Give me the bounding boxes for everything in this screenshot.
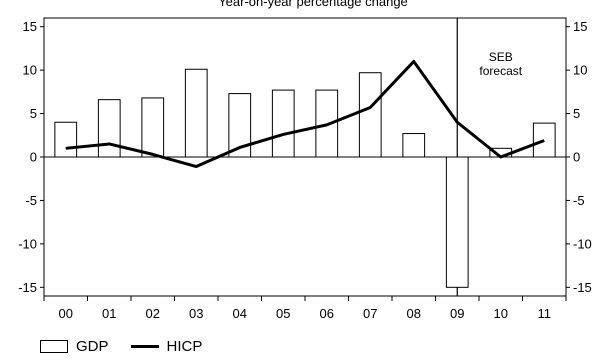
x-tick-label: 07 [363,306,377,321]
hicp-line [65,59,545,169]
legend-item-hicp: HICP [130,338,203,355]
y-tick-label-left: 15 [23,19,37,34]
chart-title: Year-on-year percentage change [218,0,408,9]
gdp-bar [532,122,556,158]
y-tick-label-left: 10 [23,63,37,78]
y-tick-label-right: 15 [573,19,587,34]
gdp-swatch [40,340,68,353]
y-tick-label-left: -10 [18,236,37,251]
forecast-annotation-line-1: SEB [489,50,513,64]
y-tick-label-right: -10 [573,236,592,251]
y-tick-label-right: 0 [573,150,580,165]
gdp-bar [97,99,121,158]
x-tick-label: 06 [320,306,334,321]
gdp-bar [271,89,295,158]
legend-item-gdp: GDP [40,338,109,355]
gdp-bar [141,97,165,158]
y-tick-label-right: -5 [573,193,585,208]
gdp-bar [54,121,78,158]
gdp-bar [228,93,252,158]
gdp-bar [445,156,469,288]
y-tick-label-right: 5 [573,106,580,121]
gdp-bar [358,72,382,158]
gdp-bar [184,68,208,158]
legend-label-hicp: HICP [166,338,203,355]
y-tick-label-left: -15 [18,280,37,295]
x-tick-label: 09 [450,306,464,321]
legend: GDP HICP [40,338,224,355]
x-tick-label: 08 [407,306,421,321]
forecast-annotation-line-2: forecast [479,64,522,78]
x-tick-label: 01 [102,306,116,321]
x-tick-label: 00 [59,306,73,321]
bars-layer [54,68,556,288]
hicp-swatch [130,345,159,348]
x-tick-label: 10 [494,306,508,321]
y-tick-label-left: 5 [30,106,37,121]
y-tick-label-right: 10 [573,63,587,78]
legend-label-gdp: GDP [76,338,109,355]
x-tick-label: 02 [146,306,160,321]
line-layer [65,59,545,169]
y-tick-label-right: -15 [573,280,592,295]
y-tick-label-left: -5 [25,193,37,208]
x-tick-label: 05 [276,306,290,321]
y-tick-label-left: 0 [30,150,37,165]
x-tick-label: 04 [233,306,247,321]
gdp-bar [402,133,426,158]
x-tick-label: 03 [189,306,203,321]
x-tick-label: 11 [538,306,552,321]
